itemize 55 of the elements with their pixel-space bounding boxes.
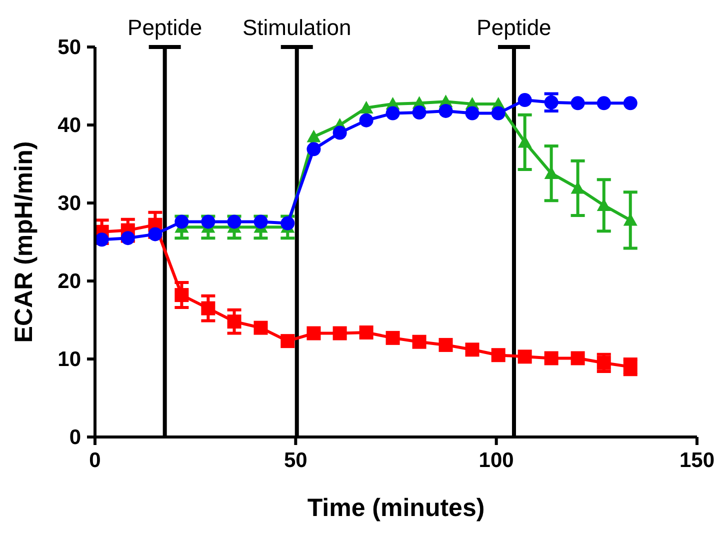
point [465, 106, 480, 120]
ref-line-label: Stimulation [242, 15, 352, 40]
point [148, 227, 162, 242]
point [412, 106, 426, 120]
point [280, 216, 295, 230]
point [201, 214, 216, 229]
ref-line-label: Peptide [128, 15, 202, 40]
x-tick-label: 0 [89, 449, 101, 472]
point [120, 231, 135, 246]
point [386, 106, 400, 120]
point [518, 135, 532, 148]
point [386, 330, 400, 345]
y-tick-label: 30 [58, 192, 81, 215]
point [359, 100, 374, 114]
y-tick-label: 40 [58, 114, 81, 137]
point [570, 96, 585, 110]
x-axis-title: Time (minutes) [307, 494, 485, 522]
point [201, 301, 216, 316]
ref-line-label: Peptide [476, 15, 552, 40]
point [359, 325, 374, 340]
point [623, 213, 638, 226]
point [544, 351, 558, 366]
point [306, 326, 321, 340]
point [438, 338, 453, 352]
point [412, 334, 426, 349]
y-tick-label: 50 [58, 36, 81, 59]
point [465, 342, 480, 357]
point [227, 214, 242, 229]
point [227, 314, 242, 329]
point [254, 214, 268, 229]
x-tick-label: 50 [284, 449, 308, 472]
point [306, 142, 321, 156]
point [359, 113, 374, 128]
x-tick-label: 100 [478, 449, 514, 472]
point [570, 351, 585, 366]
point [332, 126, 347, 140]
point [491, 348, 506, 362]
point [174, 214, 189, 229]
point [174, 288, 189, 302]
point [332, 326, 347, 340]
point [570, 181, 585, 194]
y-tick-label: 0 [69, 426, 81, 449]
point [280, 334, 295, 348]
y-axis-title: ECAR (mpH/min) [10, 141, 38, 343]
y-tick-label: 10 [58, 348, 81, 371]
x-tick-label: 150 [679, 449, 715, 472]
point [623, 96, 638, 110]
point [596, 96, 611, 110]
point [491, 106, 506, 120]
point [438, 104, 453, 118]
y-tick-label: 20 [58, 270, 81, 293]
point [518, 93, 532, 108]
point [254, 320, 268, 335]
point [518, 350, 532, 364]
point [306, 130, 321, 142]
